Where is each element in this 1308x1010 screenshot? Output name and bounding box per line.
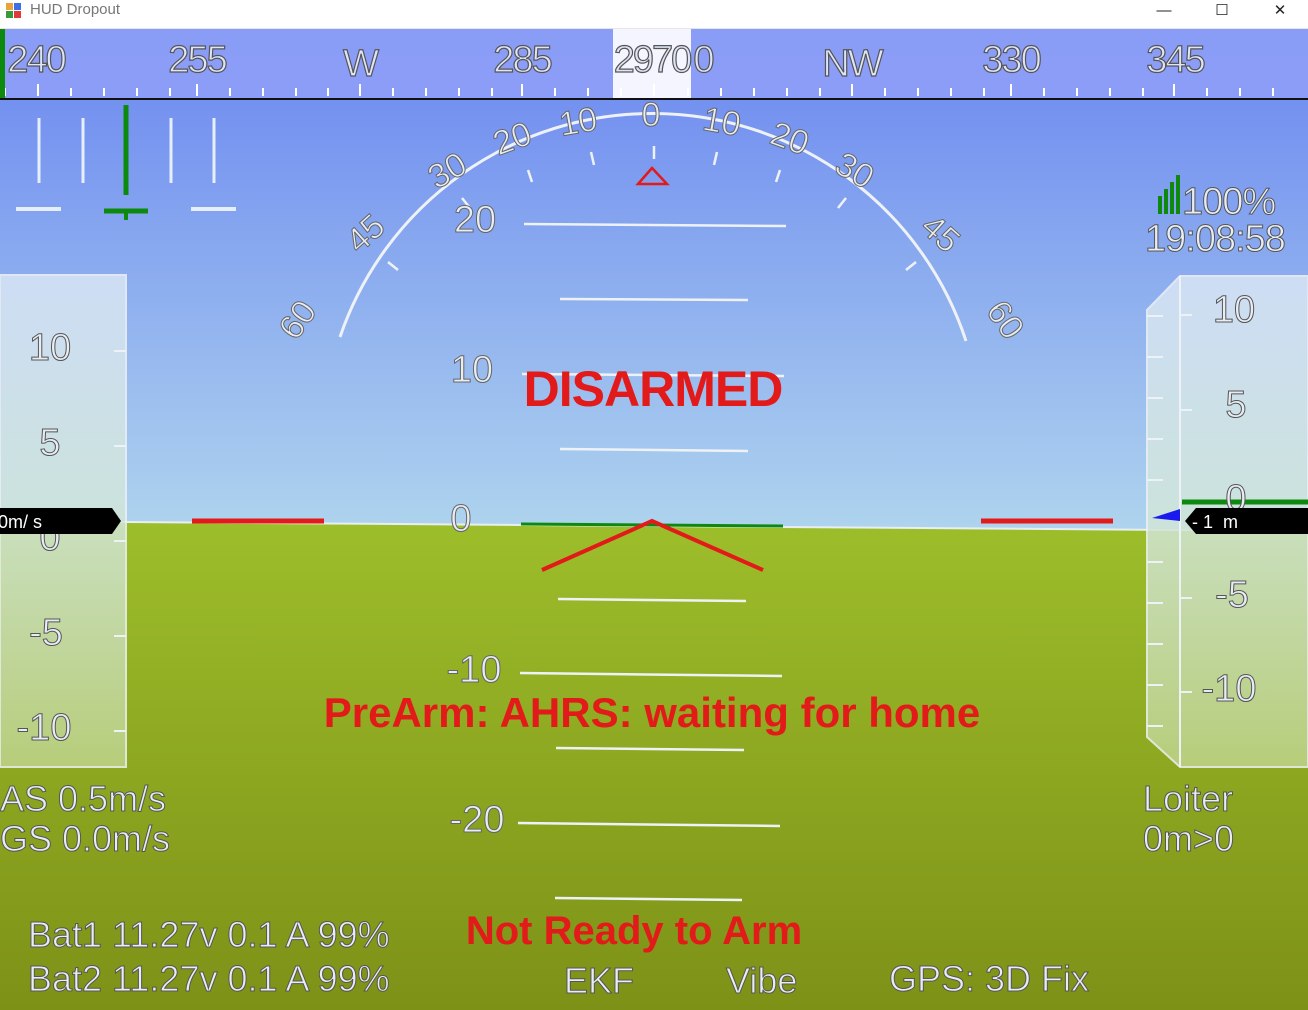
pitch-label: -10 xyxy=(447,649,502,691)
airspeed-value: AS 0.5m/s xyxy=(0,778,166,819)
heading-tape: 240 255 W 285 2970 0 NW 330 345 xyxy=(0,29,1308,100)
altitude-tick-label: -10 xyxy=(1202,668,1257,710)
battery-2-status: Bat2 11.27v 0.1 A 99% xyxy=(28,958,390,999)
ekf-status[interactable]: EKF xyxy=(564,960,635,1002)
pitch-label: 10 xyxy=(451,349,493,391)
pitch-label: 0 xyxy=(450,498,471,540)
prearm-message: PreArm: AHRS: waiting for home xyxy=(324,689,981,736)
vibe-status[interactable]: Vibe xyxy=(726,960,798,1002)
airspeed-readout-box xyxy=(0,508,121,534)
app-window-icon xyxy=(6,3,22,19)
gps-status[interactable]: GPS: 3D Fix xyxy=(889,958,1090,1000)
flight-mode: Loiter xyxy=(1143,778,1233,819)
maximize-button[interactable]: ☐ xyxy=(1215,2,1229,19)
arm-readiness: Not Ready to Arm xyxy=(466,909,802,953)
roll-label: 0 xyxy=(642,96,661,134)
pitch-ladder: 20 10 0 -10 -20 xyxy=(446,199,787,902)
airspeed-tick-label: 10 xyxy=(29,327,71,369)
heading-current-marker xyxy=(613,29,691,99)
heading-label: 285 xyxy=(493,39,551,81)
waypoint-distance: 0m>0 xyxy=(1143,818,1234,859)
ground xyxy=(0,521,1308,1010)
altitude-tick-label: -5 xyxy=(1215,574,1249,616)
pitch-label: 20 xyxy=(454,199,496,241)
armed-status: DISARMED xyxy=(524,361,783,417)
pitch-zero-line xyxy=(520,522,784,528)
close-button[interactable]: ✕ xyxy=(1273,2,1287,19)
airspeed-tick-label: -10 xyxy=(17,707,72,749)
heading-label: 2970 xyxy=(614,39,691,81)
altitude-readout-box xyxy=(1185,508,1308,534)
airspeed-readout: 0m/ s xyxy=(0,512,42,532)
airspeed-tick-label: 5 xyxy=(39,422,60,464)
heading-label: NW xyxy=(822,43,883,85)
roll-label: 10 xyxy=(556,100,600,144)
minimize-button[interactable]: — xyxy=(1156,2,1172,19)
vertical-speed-pointer xyxy=(1152,509,1180,521)
airspeed-tick-label: -5 xyxy=(29,612,63,654)
roll-pointer xyxy=(635,166,670,186)
heading-label: 255 xyxy=(168,39,226,81)
aircraft-reference xyxy=(192,518,1113,572)
battery-1-status: Bat1 11.27v 0.1 A 99% xyxy=(28,914,390,955)
vibration-bars xyxy=(16,105,236,220)
heading-label: W xyxy=(343,43,379,85)
heading-label: 240 xyxy=(7,39,65,81)
altitude-tape: 10 5 0 -5 -10 - 1 m xyxy=(1146,275,1308,768)
artificial-horizon xyxy=(0,29,1308,1010)
heading-label: 345 xyxy=(1146,39,1204,81)
window-title: HUD Dropout xyxy=(30,1,121,18)
signal-strength-icon xyxy=(1158,175,1180,214)
title-bar: HUD Dropout — ☐ ✕ xyxy=(0,0,1308,29)
link-status: 100% 19:08:58 xyxy=(1145,175,1286,261)
roll-label: 10 xyxy=(700,100,744,144)
altitude-tick-label: 5 xyxy=(1225,384,1246,426)
pitch-label: -20 xyxy=(450,799,505,841)
clock-time: 19:08:58 xyxy=(1145,218,1285,260)
heading-label: 330 xyxy=(982,39,1040,81)
altitude-tick-label: 10 xyxy=(1213,289,1255,331)
heading-label: 0 xyxy=(693,39,713,81)
link-quality: 100% xyxy=(1182,181,1275,223)
groundspeed-value: GS 0.0m/s xyxy=(0,818,170,859)
airspeed-tape: 10 5 0 -5 -10 0m/ s xyxy=(0,274,127,768)
hud-display[interactable]: 240 255 W 285 2970 0 NW 330 345 xyxy=(0,29,1308,1010)
altitude-readout: - 1 m xyxy=(1192,512,1238,532)
